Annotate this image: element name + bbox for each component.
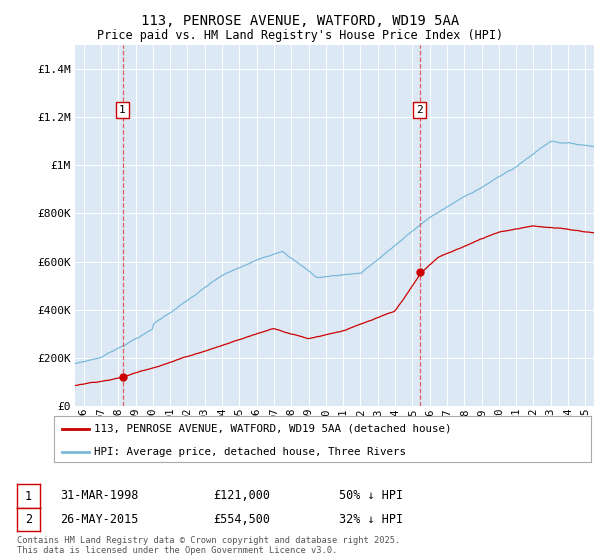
Text: 113, PENROSE AVENUE, WATFORD, WD19 5AA (detached house): 113, PENROSE AVENUE, WATFORD, WD19 5AA (… — [94, 424, 452, 434]
Text: 50% ↓ HPI: 50% ↓ HPI — [339, 489, 403, 502]
Text: Contains HM Land Registry data © Crown copyright and database right 2025.
This d: Contains HM Land Registry data © Crown c… — [17, 536, 400, 555]
Text: 1: 1 — [119, 105, 126, 115]
Text: £554,500: £554,500 — [213, 512, 270, 526]
Text: £121,000: £121,000 — [213, 489, 270, 502]
Text: 113, PENROSE AVENUE, WATFORD, WD19 5AA: 113, PENROSE AVENUE, WATFORD, WD19 5AA — [141, 14, 459, 28]
Text: 31-MAR-1998: 31-MAR-1998 — [60, 489, 139, 502]
Text: 32% ↓ HPI: 32% ↓ HPI — [339, 512, 403, 526]
Text: 1: 1 — [25, 489, 32, 503]
Text: Price paid vs. HM Land Registry's House Price Index (HPI): Price paid vs. HM Land Registry's House … — [97, 29, 503, 42]
Text: HPI: Average price, detached house, Three Rivers: HPI: Average price, detached house, Thre… — [94, 447, 406, 457]
Text: 2: 2 — [416, 105, 423, 115]
Text: 26-MAY-2015: 26-MAY-2015 — [60, 512, 139, 526]
Text: 2: 2 — [25, 513, 32, 526]
